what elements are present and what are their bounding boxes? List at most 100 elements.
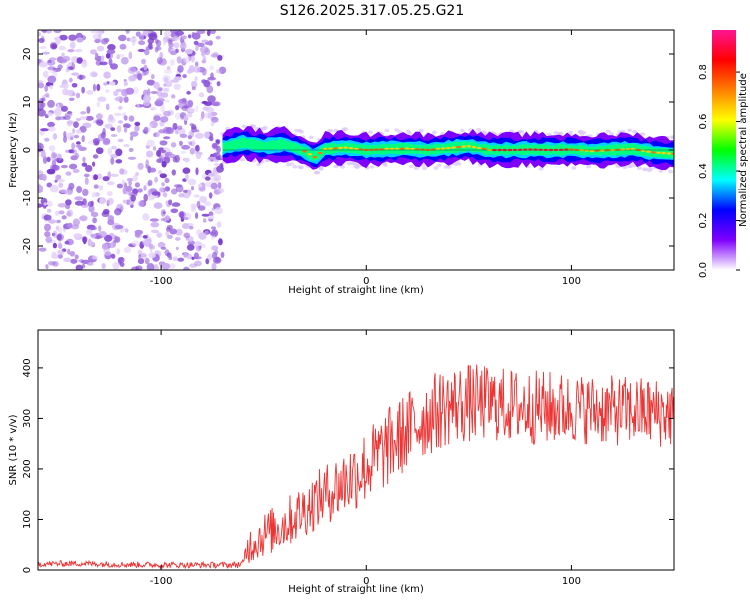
noise-speckle [173, 42, 180, 49]
noise-speckle [106, 191, 113, 197]
noise-speckle [97, 96, 107, 102]
noise-speckle [54, 210, 60, 216]
noise-speckle [163, 76, 169, 83]
noise-speckle [198, 151, 203, 156]
noise-speckle [72, 128, 76, 134]
noise-speckle [38, 170, 44, 175]
noise-speckle [183, 157, 190, 163]
noise-speckle [168, 263, 176, 269]
noise-speckle [38, 109, 46, 117]
signal-halo [422, 166, 427, 171]
noise-speckle [103, 82, 108, 86]
colorbar-label: Normalized spectral amplitude [738, 73, 749, 227]
signal-halo [609, 132, 615, 136]
noise-speckle [193, 252, 199, 260]
noise-speckle [209, 136, 214, 142]
snr-y-tick-label: 0 [22, 567, 33, 573]
noise-speckle [63, 135, 67, 143]
noise-speckle [48, 219, 57, 224]
noise-speckle [68, 34, 77, 41]
noise-speckle [60, 105, 68, 112]
noise-speckle [68, 62, 72, 67]
noise-speckle [195, 144, 200, 152]
noise-speckle [172, 122, 178, 130]
noise-speckle [56, 219, 61, 224]
noise-speckle [171, 188, 178, 195]
noise-speckle [177, 257, 185, 262]
noise-speckle [121, 179, 126, 187]
noise-speckle [123, 96, 129, 103]
noise-speckle [207, 112, 213, 119]
noise-speckle [71, 72, 80, 76]
noise-speckle [192, 139, 196, 147]
noise-speckle [105, 103, 110, 111]
noise-speckle [107, 44, 116, 51]
noise-speckle [191, 125, 197, 133]
signal-peak [630, 147, 636, 151]
noise-speckle [115, 159, 123, 164]
noise-speckle [171, 36, 179, 42]
noise-speckle [76, 185, 83, 194]
snr-line-layer [38, 364, 674, 570]
noise-speckle [208, 40, 213, 46]
noise-speckle [208, 211, 214, 217]
noise-speckle [57, 203, 67, 208]
noise-speckle [169, 58, 175, 67]
noise-speckle [211, 262, 217, 270]
noise-speckle [107, 116, 116, 124]
signal-peak [671, 152, 674, 155]
noise-speckle [76, 144, 82, 148]
signal-halo [627, 128, 633, 133]
noise-speckle [158, 170, 162, 175]
noise-speckle [149, 123, 153, 128]
noise-speckle [211, 142, 218, 149]
noise-speckle [154, 46, 159, 53]
noise-speckle [103, 71, 111, 79]
noise-speckle [100, 55, 105, 62]
noise-speckle [116, 183, 124, 189]
noise-speckle [150, 91, 159, 94]
noise-speckle [186, 253, 193, 260]
noise-speckle [62, 88, 69, 96]
noise-speckle [71, 224, 80, 230]
noise-speckle [99, 197, 106, 205]
signal-halo [298, 130, 304, 134]
noise-speckle [170, 50, 177, 56]
noise-speckle [66, 120, 74, 125]
noise-speckle [148, 243, 154, 250]
noise-speckle [204, 201, 212, 207]
noise-speckle [46, 182, 53, 188]
noise-speckle [125, 87, 135, 95]
signal-peak [523, 148, 528, 151]
noise-speckle [173, 76, 183, 81]
noise-speckle [178, 211, 186, 219]
noise-speckle [202, 56, 207, 61]
noise-speckle [42, 70, 49, 78]
noise-speckle [211, 245, 219, 251]
noise-speckle [96, 83, 101, 92]
noise-speckle [174, 237, 181, 241]
noise-speckle [175, 105, 180, 111]
noise-speckle [177, 125, 183, 130]
noise-speckle [98, 120, 104, 125]
noise-speckle [76, 37, 84, 43]
noise-speckle [92, 154, 99, 159]
signal-halo [369, 165, 375, 169]
noise-speckle [45, 30, 52, 34]
noise-speckle [63, 257, 72, 263]
noise-speckle [47, 99, 55, 108]
signal-halo [384, 128, 390, 133]
noise-speckle [179, 133, 188, 138]
noise-speckle [125, 185, 133, 192]
noise-speckle [74, 200, 84, 206]
noise-speckle [191, 86, 196, 91]
noise-speckle [170, 30, 178, 34]
noise-speckle [215, 35, 221, 40]
noise-speckle [208, 192, 213, 199]
noise-speckle [38, 203, 42, 208]
noise-speckle [207, 215, 215, 220]
noise-speckle [177, 65, 184, 73]
noise-speckle [81, 86, 85, 94]
noise-speckle [110, 157, 115, 165]
noise-speckle [156, 158, 164, 163]
